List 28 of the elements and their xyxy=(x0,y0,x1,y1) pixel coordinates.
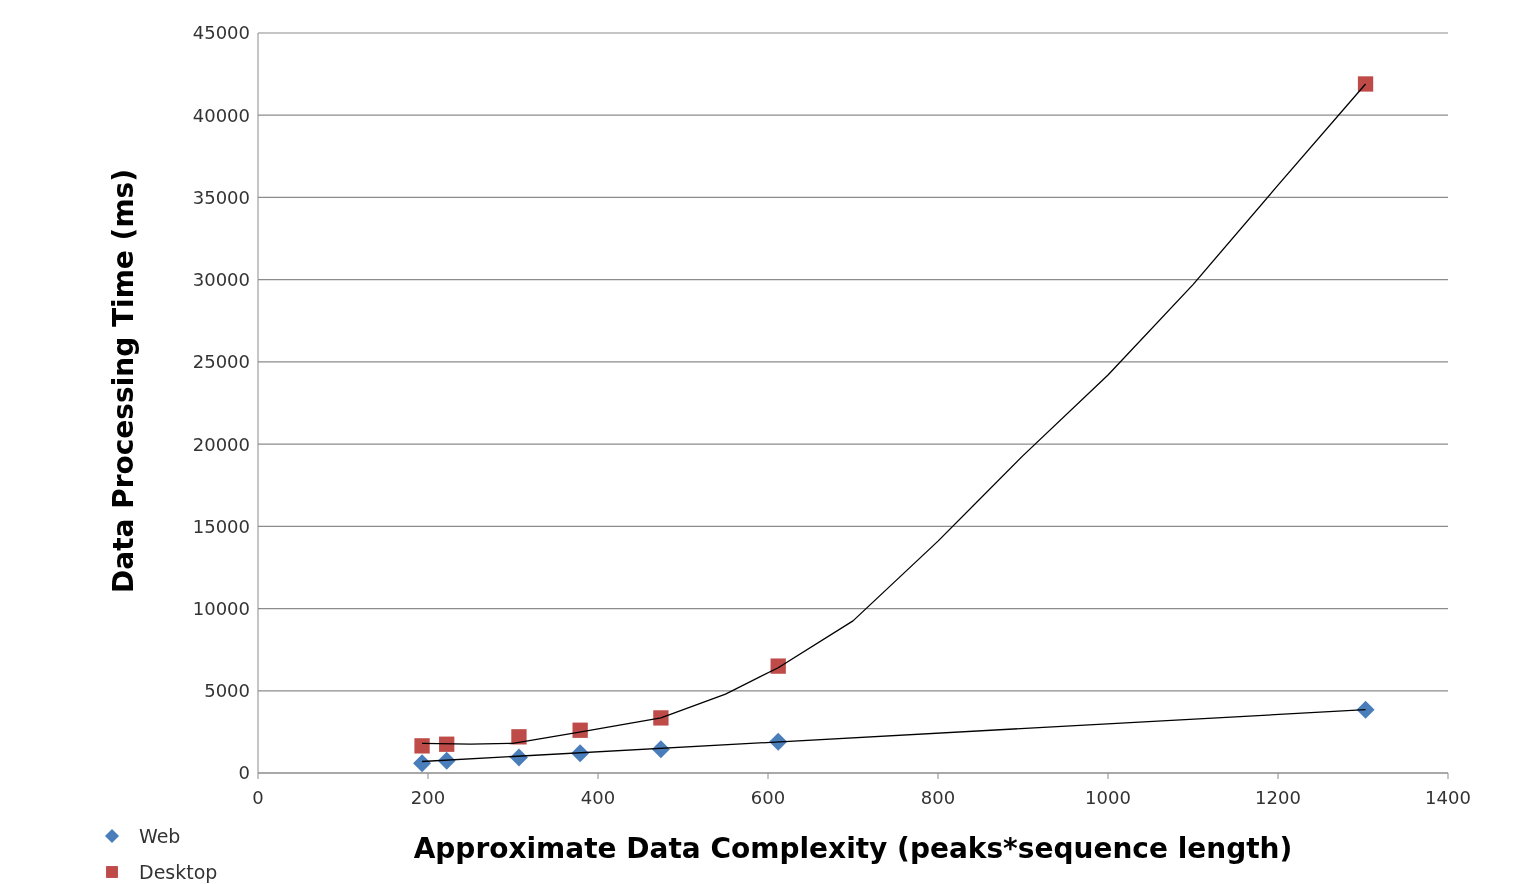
y-tick-label: 20000 xyxy=(192,433,250,455)
y-tick-label: 30000 xyxy=(192,269,250,291)
y-tick-label: 10000 xyxy=(192,597,250,619)
x-tick-label: 0 xyxy=(252,786,264,808)
y-tick-label: 25000 xyxy=(192,351,250,373)
y-axis-title: Data Processing Time (ms) xyxy=(106,168,140,593)
x-tick-label: 400 xyxy=(580,786,616,808)
x-tick-label: 1400 xyxy=(1425,786,1471,808)
y-tick-label: 45000 xyxy=(192,22,250,44)
x-tick-label: 1200 xyxy=(1255,786,1301,808)
legend-label: Desktop xyxy=(139,861,218,883)
point xyxy=(414,738,430,754)
y-tick-label: 5000 xyxy=(204,680,250,702)
legend-label: Web xyxy=(139,825,181,847)
point xyxy=(1356,700,1375,719)
point xyxy=(653,710,669,726)
x-tick-label: 600 xyxy=(750,786,786,808)
x-tick-label: 800 xyxy=(920,786,956,808)
point xyxy=(1357,76,1374,92)
x-tick-label: 1000 xyxy=(1085,786,1131,808)
point xyxy=(770,658,786,674)
point xyxy=(413,754,432,773)
x-axis-title: Approximate Data Complexity (peaks*sequence length) xyxy=(413,832,1293,865)
y-tick-label: 35000 xyxy=(192,186,250,208)
y-tick-label: 15000 xyxy=(192,515,250,537)
y-tick-label: 0 xyxy=(238,762,250,784)
y-tick-label: 40000 xyxy=(192,104,250,126)
x-tick-label: 200 xyxy=(410,786,446,808)
